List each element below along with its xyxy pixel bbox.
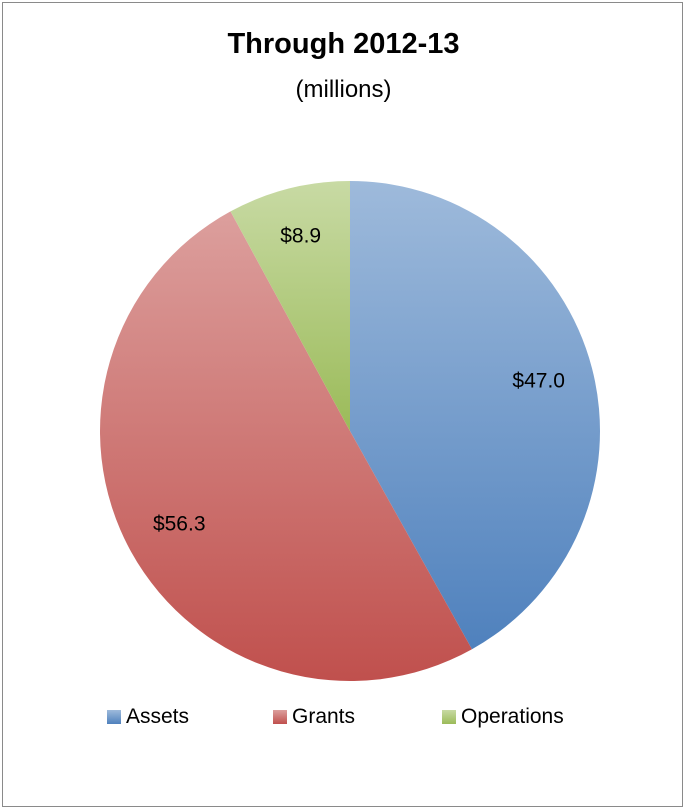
legend-label-operations: Operations [461,705,564,728]
legend-item-operations: Operations [442,705,564,729]
data-label-grants: $56.3 [153,513,206,536]
legend-label-grants: Grants [292,705,356,728]
legend-swatch-grants [273,710,287,724]
legend: Assets Grants Operations [0,705,687,735]
pie-slice-assets [350,181,600,650]
data-label-operations: $8.9 [280,225,321,248]
data-label-assets: $47.0 [512,369,565,392]
chart-title: Through 2012-13 [227,28,460,60]
pie-data-labels: $47.0 $56.3 $8.9 [153,225,565,536]
legend-swatch-assets [107,710,121,724]
chart-subtitle: (millions) [295,76,392,103]
pie-slices [100,181,600,681]
legend-item-assets: Assets [107,705,189,729]
legend-label-assets: Assets [126,705,190,728]
legend-swatch-operations [442,710,456,724]
pie-slice-grants [100,211,472,681]
pie-slice-operations [230,181,350,431]
legend-item-grants: Grants [273,705,355,729]
